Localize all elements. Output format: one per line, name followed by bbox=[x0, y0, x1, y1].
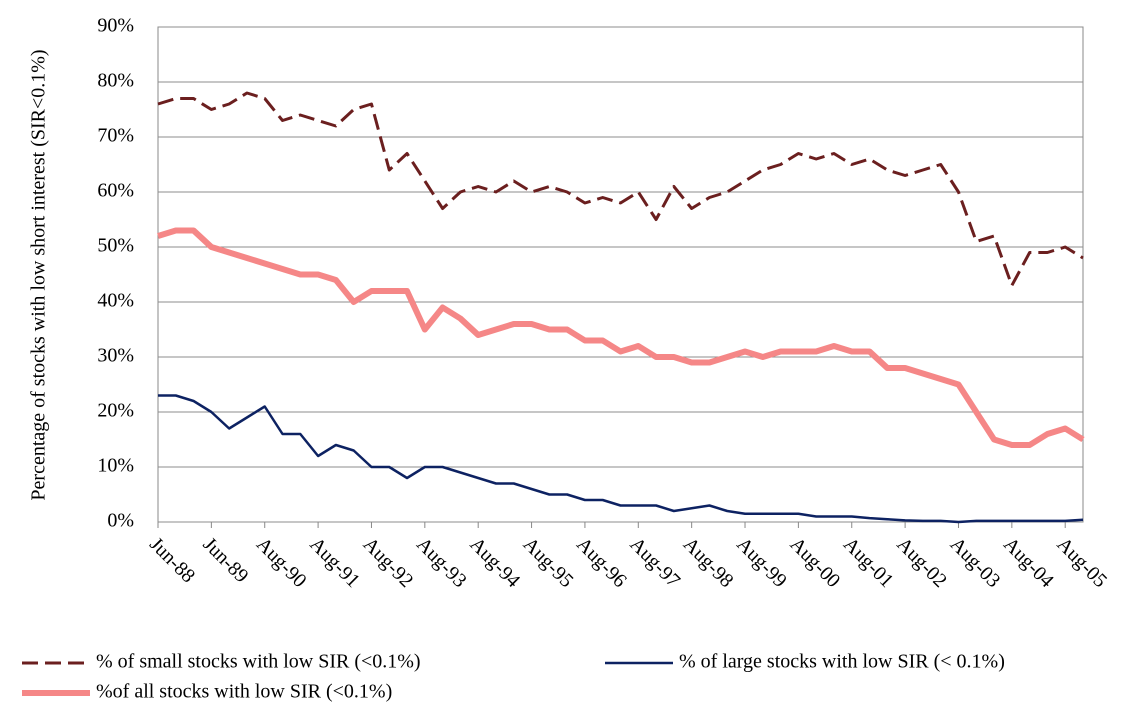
x-tick-label: Aug-04 bbox=[999, 533, 1058, 592]
legend-label: % of large stocks with low SIR (< 0.1%) bbox=[679, 651, 1005, 673]
y-tick-label: 40% bbox=[97, 290, 134, 312]
y-tick-label: 10% bbox=[97, 455, 134, 477]
x-tick-label: Aug-99 bbox=[732, 533, 791, 592]
x-tick-label: Aug-05 bbox=[1052, 533, 1111, 592]
y-axis-label: Percentage of stocks with low short inte… bbox=[28, 49, 50, 500]
x-tick-label: Aug-96 bbox=[572, 533, 631, 592]
x-tick-label: Aug-03 bbox=[946, 533, 1005, 592]
x-tick-label: Aug-02 bbox=[892, 533, 951, 592]
x-tick-label: Aug-95 bbox=[519, 533, 578, 592]
series-line bbox=[157, 91, 1084, 287]
legend-label: % of small stocks with low SIR (<0.1%) bbox=[96, 651, 421, 673]
y-tick-label: 0% bbox=[107, 510, 134, 532]
x-tick-label: Aug-92 bbox=[359, 533, 418, 592]
series-line bbox=[158, 394, 1084, 524]
x-tick-label: Aug-98 bbox=[679, 533, 738, 592]
x-tick-label: Aug-94 bbox=[465, 533, 524, 592]
x-tick-label: Aug-91 bbox=[305, 533, 364, 592]
x-tick-label: Aug-00 bbox=[786, 533, 845, 592]
y-tick-label: 70% bbox=[97, 125, 134, 147]
x-tick-label: Aug-93 bbox=[412, 533, 471, 592]
x-tick-label: Aug-01 bbox=[839, 533, 898, 592]
x-tick-label: Aug-90 bbox=[252, 533, 311, 592]
y-tick-label: 90% bbox=[97, 15, 134, 37]
x-tick-label: Aug-97 bbox=[626, 533, 685, 592]
x-tick-label: Jun-89 bbox=[199, 533, 253, 587]
y-tick-label: 60% bbox=[97, 180, 134, 202]
y-tick-label: 20% bbox=[97, 400, 134, 422]
y-tick-label: 50% bbox=[97, 235, 134, 257]
y-tick-label: 80% bbox=[97, 70, 134, 92]
x-tick-label: Jun-88 bbox=[145, 533, 199, 587]
series-line bbox=[157, 227, 1085, 448]
y-tick-label: 30% bbox=[97, 345, 134, 367]
legend-label: %of all stocks with low SIR (<0.1%) bbox=[96, 681, 392, 703]
